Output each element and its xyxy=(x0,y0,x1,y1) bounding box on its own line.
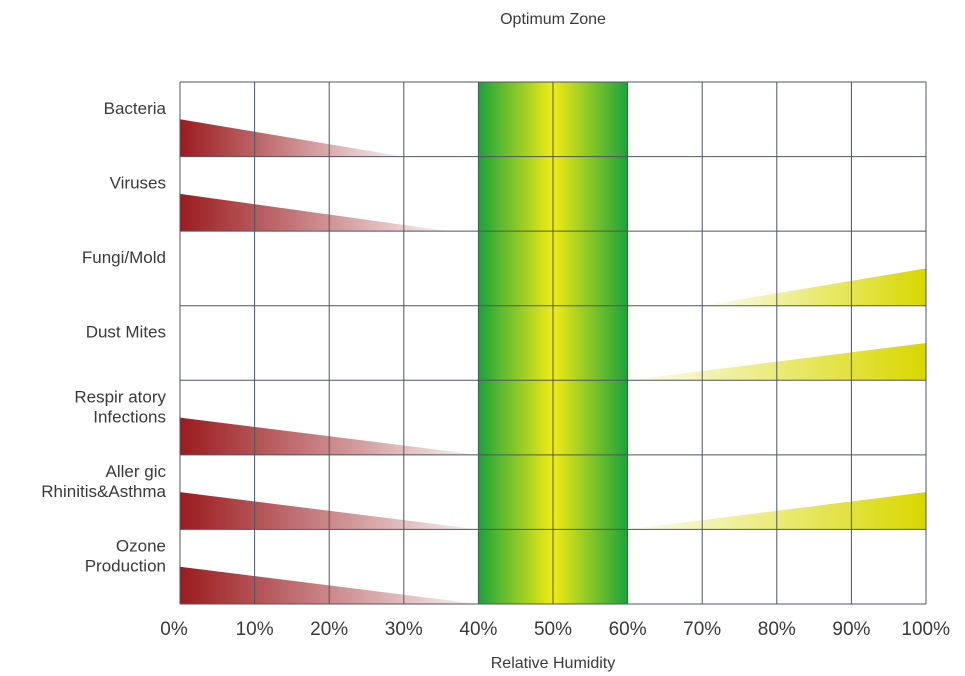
category-label: Rhinitis&Asthma xyxy=(41,482,166,501)
high-humidity-wedge xyxy=(702,268,926,306)
category-label: Dust Mites xyxy=(86,323,166,342)
x-tick-label: 10% xyxy=(236,619,274,640)
category-label: Viruses xyxy=(110,174,166,193)
category-label: Production xyxy=(85,556,166,575)
x-tick-label: 0% xyxy=(160,619,188,640)
x-tick-label: 40% xyxy=(459,619,497,640)
category-label: Infections xyxy=(93,407,166,426)
x-tick-label: 80% xyxy=(758,619,796,640)
low-humidity-wedge xyxy=(180,119,404,157)
low-humidity-wedge xyxy=(180,193,449,232)
x-tick-label: 60% xyxy=(609,619,647,640)
category-label: Bacteria xyxy=(104,99,167,118)
category-label: Aller gic xyxy=(106,462,167,481)
x-axis-label: Relative Humidity xyxy=(491,655,615,672)
x-tick-label: 20% xyxy=(310,619,348,640)
chart-title: Optimum Zone xyxy=(500,11,606,28)
x-tick-label: 70% xyxy=(683,619,721,640)
x-tick-label: 50% xyxy=(534,619,572,640)
category-label: Fungi/Mold xyxy=(82,248,166,267)
x-tick-label: 30% xyxy=(385,619,423,640)
x-tick-label: 90% xyxy=(832,619,870,640)
category-label: Ozone xyxy=(116,536,166,555)
x-tick-label: 100% xyxy=(901,619,950,640)
category-label: Respir atory xyxy=(74,387,166,406)
